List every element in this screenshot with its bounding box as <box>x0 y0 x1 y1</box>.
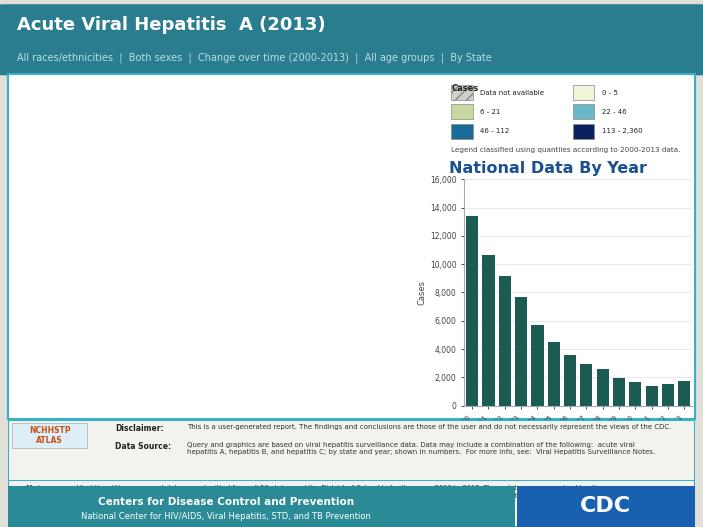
Bar <box>597 369 609 406</box>
Text: Data not available: Data not available <box>480 90 544 95</box>
FancyBboxPatch shape <box>8 74 695 419</box>
Bar <box>645 386 658 406</box>
Text: All races/ethnicities  |  Both sexes  |  Change over time (2000-2013)  |  All ag: All races/ethnicities | Both sexes | Cha… <box>17 53 491 63</box>
Text: Viral Hepatitis case report data are submitted from all 50 states and the Distri: Viral Hepatitis case report data are sub… <box>77 485 651 506</box>
Text: Legend classified using quantiles according to 2000-2013 data.: Legend classified using quantiles accord… <box>451 147 681 153</box>
Bar <box>662 384 674 406</box>
Bar <box>572 123 595 139</box>
Y-axis label: Cases: Cases <box>418 280 427 305</box>
Text: Cases: Cases <box>451 84 479 93</box>
Text: 22 - 46: 22 - 46 <box>602 109 626 115</box>
Bar <box>466 216 478 406</box>
Bar <box>515 297 527 406</box>
Text: 0 - 5: 0 - 5 <box>602 90 617 95</box>
Bar <box>548 342 560 406</box>
Text: Data Source:: Data Source: <box>115 442 171 451</box>
X-axis label: Year: Year <box>569 432 587 441</box>
Bar <box>498 276 511 406</box>
Bar <box>531 325 543 406</box>
Text: National Data By Year: National Data By Year <box>449 161 647 176</box>
Bar <box>572 104 595 119</box>
Text: Disclaimer:: Disclaimer: <box>115 424 163 433</box>
FancyBboxPatch shape <box>0 4 703 75</box>
Bar <box>451 85 473 100</box>
Text: Notes:: Notes: <box>25 485 54 494</box>
Bar <box>564 355 576 406</box>
Text: 46 - 112: 46 - 112 <box>480 129 510 134</box>
Text: 6 - 21: 6 - 21 <box>480 109 501 115</box>
Text: NCHHSTP
ATLAS: NCHHSTP ATLAS <box>29 426 70 445</box>
Text: 113 - 2,360: 113 - 2,360 <box>602 129 643 134</box>
Text: Query and graphics are based on viral hepatitis surveillance data. Data may incl: Query and graphics are based on viral he… <box>187 442 655 455</box>
Text: Centers for Disease Control and Prevention: Centers for Disease Control and Preventi… <box>98 496 354 506</box>
Bar <box>482 256 495 406</box>
Text: National Center for HIV/AIDS, Viral Hepatitis, STD, and TB Prevention: National Center for HIV/AIDS, Viral Hepa… <box>81 512 371 521</box>
Text: Acute Viral Hepatitis  A (2013): Acute Viral Hepatitis A (2013) <box>17 16 325 34</box>
Bar <box>572 85 595 100</box>
Bar <box>629 382 641 406</box>
Text: This is a user-generated report. The findings and conclusions are those of the u: This is a user-generated report. The fin… <box>187 424 671 430</box>
Bar <box>678 380 690 406</box>
Bar <box>580 364 593 406</box>
Bar <box>12 423 87 448</box>
Text: CDC: CDC <box>580 496 631 516</box>
Bar <box>613 378 625 406</box>
Bar <box>451 104 473 119</box>
Bar <box>451 123 473 139</box>
